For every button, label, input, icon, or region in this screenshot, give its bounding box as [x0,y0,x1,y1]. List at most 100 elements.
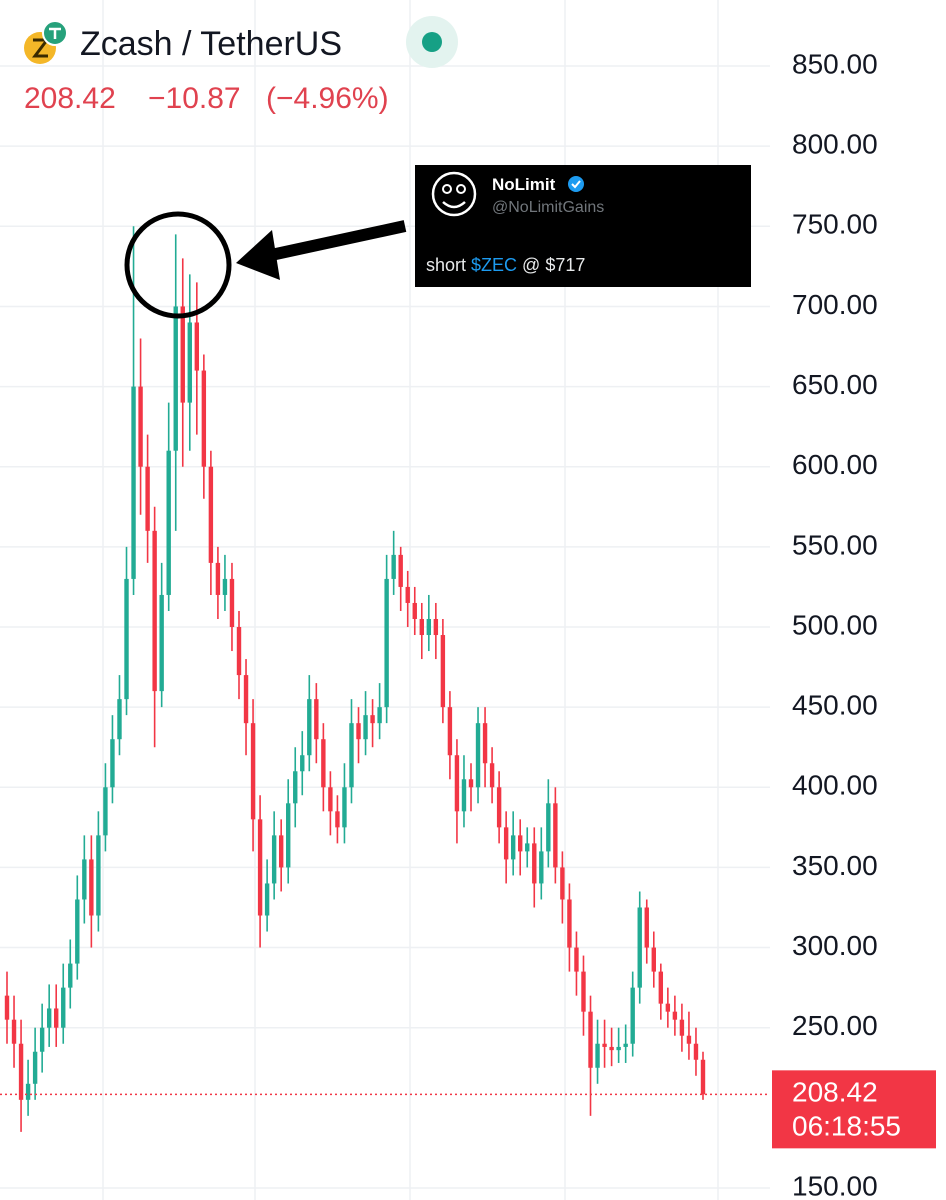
last-price-label: 208.42 [792,1077,878,1108]
candle-body [180,306,185,403]
candle-body [363,715,368,740]
candle-body [82,859,87,900]
y-tick-label: 300.00 [792,930,878,961]
candle-body [159,594,164,692]
candle-body [510,835,516,860]
candle-body [532,843,537,884]
candle-body [68,963,73,988]
avatar-eye [456,184,466,194]
candle-body [201,370,207,467]
arrow-head [236,230,280,280]
candle-body [468,779,474,788]
candle-body [321,739,326,788]
countdown-label: 06:18:55 [792,1111,901,1142]
last-price-box [772,1070,936,1149]
candle-body [665,1003,671,1012]
candle-body [700,1059,706,1095]
candle-body [222,578,228,595]
status-dot [422,32,442,52]
candle-body [356,723,361,740]
avatar-smile [442,201,466,209]
candle-body [616,1046,621,1051]
candle-body [581,971,586,1012]
highlight-circle [124,211,232,319]
candle-body [644,907,649,948]
candle-body [264,883,270,916]
y-tick-label: 650.00 [792,369,878,400]
candle-body [693,1043,699,1060]
price: 208.42 [24,82,116,115]
candle-body [61,987,66,1028]
candle-body [124,578,129,700]
candle-body [314,699,319,740]
candle-body [447,707,453,756]
candle-body [75,899,80,964]
change: −10.87 [148,82,241,115]
candle-body [110,739,115,788]
candle-body [293,771,298,804]
header: Zcash / TetherUS 208.42 −10.87 (−4.96%) [24,16,458,115]
candle-body [349,723,354,788]
y-tick-label: 850.00 [792,48,878,79]
candle-body [574,947,579,972]
candle-body [391,554,396,579]
candle-body [39,1027,45,1052]
candle-body [131,386,136,579]
candle-body [588,1011,593,1068]
avatar-eye [442,184,452,194]
candle-body [475,723,481,788]
candle-body [539,851,544,884]
coin-glyph [32,38,50,58]
tether-glyph [49,27,61,39]
candle-body [278,835,284,868]
candle-body [630,987,635,1044]
candle-body [637,907,642,988]
candle-body [496,787,502,828]
candle-body [489,763,495,788]
candle-body [11,1019,17,1044]
verified-badge [568,176,584,192]
candle-body [595,1043,600,1068]
y-tick-label: 800.00 [792,129,878,160]
candle-body [412,602,417,619]
candle-body [166,450,171,595]
candle-body [271,835,277,884]
candle-body [229,578,235,628]
candle-body [461,779,467,812]
candle-body [152,530,157,692]
y-tick-label: 500.00 [792,609,878,640]
candle-body [405,586,410,603]
candle-body [215,562,221,595]
candle-body [236,627,242,676]
y-tick-label: 250.00 [792,1010,878,1041]
candle-body [686,1035,692,1044]
candle-body [187,322,192,403]
y-tick-label: 700.00 [792,289,878,320]
candle-body [89,859,94,916]
candle-body [117,699,122,740]
tweet-card: NoLimit @NoLimitGains short $ZEC @ $717 [415,165,751,287]
candle-body [454,755,460,812]
candle-body [335,811,340,828]
candle-body [18,1043,24,1100]
candle-body [384,578,389,708]
candle-body [679,1019,685,1036]
candle-body [651,947,656,972]
avatar [431,171,477,217]
candle-body [546,803,551,852]
candle-body [398,554,403,587]
cashtag: $ZEC [471,255,517,275]
candle-body [672,1011,678,1020]
candle-body [503,827,509,860]
candle-body [553,803,558,868]
candle-body [145,466,150,531]
candle-body [370,715,375,724]
candle-body [286,803,291,868]
candle-body [46,1008,52,1028]
candle-body [623,1043,628,1047]
candle-body [560,867,565,900]
candle-body [208,466,214,563]
y-tick-label: 550.00 [792,529,878,560]
candle-body [609,1046,614,1051]
y-tick-label: 600.00 [792,449,878,480]
